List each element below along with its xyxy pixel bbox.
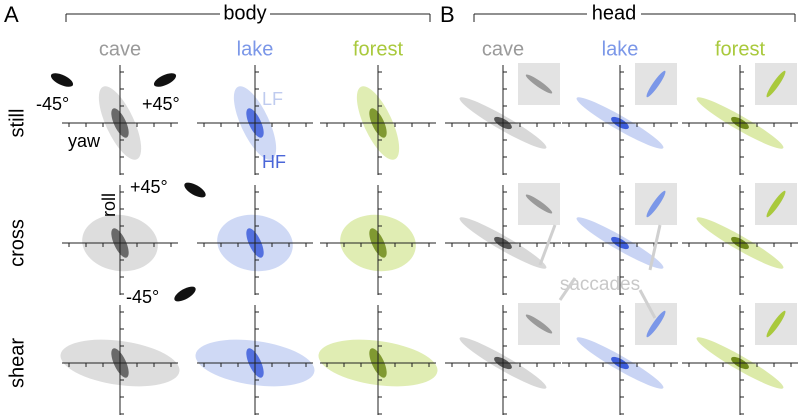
inset-trace [646,310,666,338]
plot [62,185,178,295]
plot [682,303,798,415]
fish-icon [50,73,74,87]
plot [445,303,561,415]
plot [682,63,798,175]
annotation: LF [262,89,283,109]
plots [60,63,798,415]
row-label: still [6,109,28,138]
inset-trace [525,194,553,214]
row-label: shear [6,338,28,388]
fish-icon [174,286,196,302]
panel-title: body [223,2,266,24]
plot [195,305,315,415]
column-title: forest [715,38,765,60]
inset-trace [766,70,786,98]
annotation: yaw [68,131,101,151]
column-title: forest [353,38,403,60]
plot [320,65,436,175]
annotation: -45° [126,287,159,307]
callout [538,224,557,266]
callout [638,289,657,319]
panel-label: A [4,2,19,27]
callout [648,224,662,271]
plot [445,63,561,175]
annotation: HF [262,152,286,172]
annotation: roll [99,193,119,217]
annotations: -45° +45° yaw roll +45° -45° LF HF sacca… [36,89,640,307]
inset-trace [646,70,666,98]
plot [197,65,313,175]
callout [558,277,577,301]
plot [562,303,678,415]
annotation: +45° [142,94,180,114]
column-title: cave [482,38,524,60]
column-title: lake [602,38,639,60]
inset-trace [525,74,553,94]
annotation: -45° [36,94,69,114]
plot [197,185,313,295]
panel-label: B [440,2,455,27]
label-bg [587,2,641,26]
plot [682,183,798,295]
panel-title: head [592,2,637,24]
fish-icon [184,182,206,198]
plot [445,183,561,295]
inset-trace [766,310,786,338]
plot [320,185,436,295]
annotation: saccades [560,274,640,295]
plot [318,305,438,415]
inset-trace [646,190,666,218]
annotation: +45° [130,177,168,197]
column-title: cave [99,38,141,60]
plot [60,305,180,415]
inset-trace [525,314,553,334]
plot [562,63,678,175]
plot [62,65,178,175]
row-label: cross [6,219,28,267]
fish-icons [50,73,206,302]
plot [562,183,678,295]
label-bg [220,2,270,26]
fish-icon [153,73,177,87]
inset-trace [766,190,786,218]
column-title: lake [237,38,274,60]
